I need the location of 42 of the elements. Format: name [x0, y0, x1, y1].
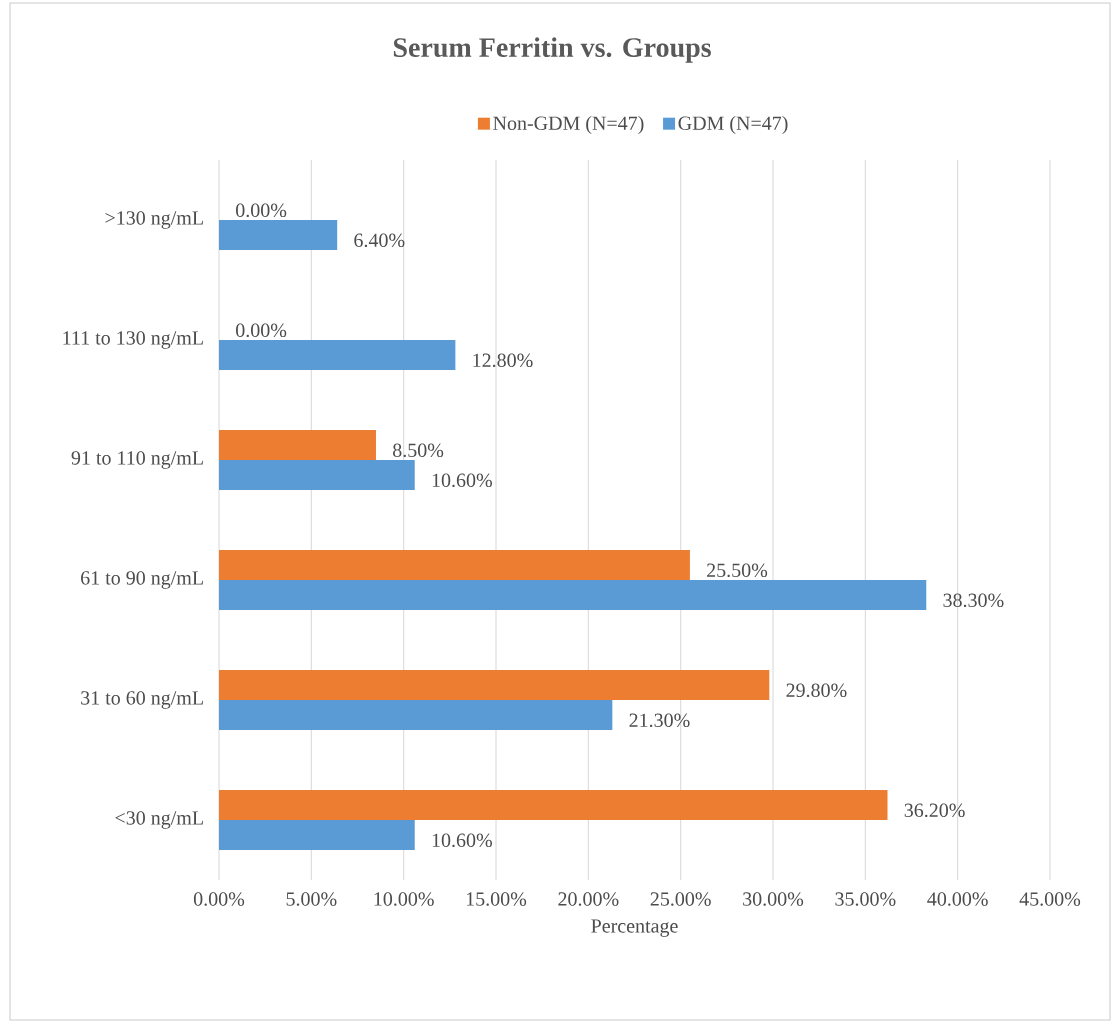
- bar: [219, 579, 927, 610]
- y-tick-label: >130 ng/mL: [105, 211, 203, 229]
- bar: [219, 789, 888, 820]
- bar: [219, 819, 415, 850]
- x-tick-label: 5.00%: [286, 892, 337, 906]
- x-tick-label: 15.00%: [466, 892, 527, 906]
- x-tick-label: 25.00%: [650, 892, 711, 906]
- x-tick-label: 20.00%: [558, 892, 619, 906]
- y-tick-label: 91 to 110 ng/mL: [71, 451, 203, 469]
- data-label: 21.30%: [629, 713, 690, 728]
- legend-label: Non-GDM (N=47): [493, 115, 644, 135]
- data-label: 0.00%: [236, 323, 287, 338]
- bar: [219, 219, 338, 250]
- data-label: 36.20%: [904, 803, 965, 818]
- bar: [219, 459, 415, 490]
- y-tick-label: <30 ng/mL: [115, 811, 203, 829]
- data-label: 10.60%: [432, 473, 492, 488]
- x-tick-label: 40.00%: [927, 892, 988, 906]
- x-tick-label: 45.00%: [1019, 892, 1081, 906]
- data-label: 6.40%: [354, 233, 405, 248]
- bar: [219, 699, 613, 730]
- x-tick-label: 0.00%: [193, 892, 245, 906]
- x-tick-label: 10.00%: [374, 892, 434, 906]
- data-label: 38.30%: [943, 593, 1004, 608]
- bar: [219, 429, 376, 460]
- data-label: 8.50%: [392, 443, 444, 458]
- bar: [219, 669, 770, 700]
- chart-title: Serum Ferritin vs. Groups: [393, 37, 711, 63]
- data-label: 29.80%: [786, 683, 847, 698]
- y-tick-label: 61 to 90 ng/mL: [81, 571, 203, 589]
- data-label: 0.00%: [236, 203, 287, 218]
- y-tick-label: 111 to 130 ng/mL: [63, 331, 203, 349]
- x-axis-title: Percentage: [591, 919, 678, 937]
- data-label: 25.50%: [707, 563, 768, 578]
- data-label: 12.80%: [473, 353, 533, 368]
- legend-label: GDM (N=47): [678, 115, 788, 135]
- bar: [219, 339, 456, 370]
- x-tick-label: 30.00%: [743, 892, 804, 906]
- data-label: 10.60%: [432, 833, 492, 848]
- bar: [219, 549, 690, 580]
- x-tick-label: 35.00%: [835, 892, 896, 906]
- y-tick-label: 31 to 60 ng/mL: [81, 691, 203, 709]
